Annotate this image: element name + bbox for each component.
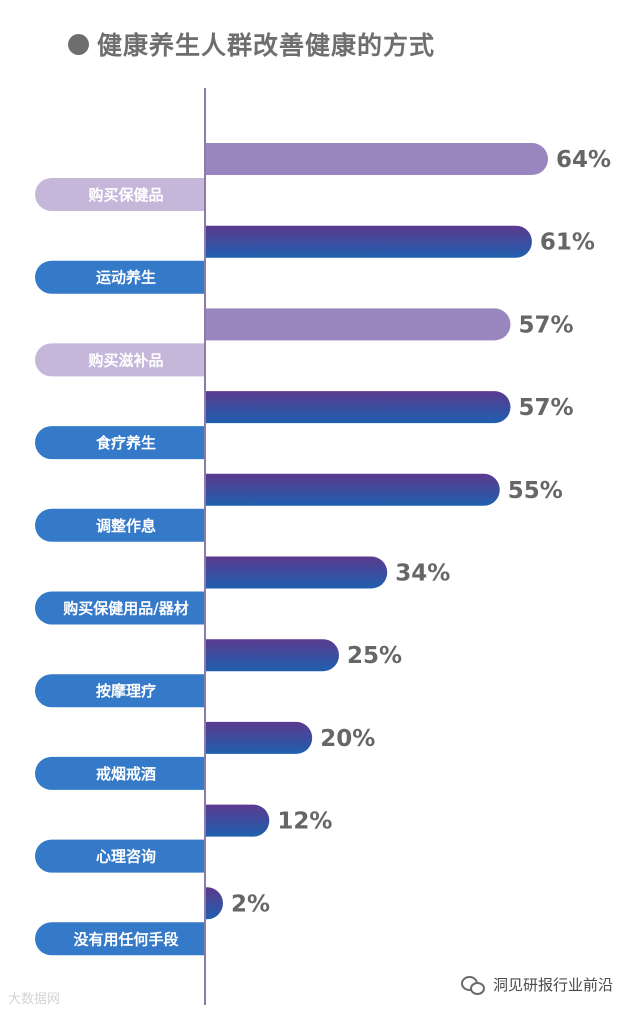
category-pill-8 [35,756,206,790]
category-label-2: 运动养生 [96,269,156,287]
value-label-6: 34% [395,561,450,587]
value-label-7: 25% [347,643,402,669]
category-label-3: 购买滋补品 [88,351,163,369]
category-pill-5 [35,508,206,542]
bar-3 [205,308,511,341]
value-label-5: 55% [508,478,563,504]
watermark-right-text: 洞见研报行业前沿 [492,976,613,994]
category-label-10: 没有用任何手段 [73,930,178,948]
value-label-1: 64% [556,147,611,173]
chart-title-text: 健康养生人群改善健康的方式 [97,31,436,60]
value-label-4: 57% [518,395,573,421]
watermark-left: 大数据网 [8,992,61,1007]
title-bullet-icon [68,33,89,55]
category-pill-6 [35,591,206,625]
category-label-6: 购买保健用品/器材 [63,600,188,618]
bar-2 [205,225,532,258]
category-pill-3 [35,343,206,377]
value-label-9: 12% [277,809,332,835]
bar-group: 64% 购买保健品 61% 运动养生 57% 购买滋补品 57% 食疗养生 55% 调整作息 34%… [35,143,611,956]
bar-9 [205,804,270,837]
bar-6 [205,556,388,589]
category-label-1: 购买保健品 [88,186,163,204]
category-pill-1 [35,178,206,211]
bar-10 [205,887,223,920]
bar-1 [205,143,548,175]
category-pill-2 [35,260,206,294]
category-pill-4 [35,426,206,460]
category-label-7: 按摩理疗 [96,682,156,700]
category-label-4: 食疗养生 [96,434,156,452]
value-label-10: 2% [231,891,270,917]
value-label-8: 20% [320,726,375,752]
value-label-2: 61% [540,230,595,256]
bar-8 [205,721,313,754]
category-pill-9 [35,839,206,873]
bar-7 [205,639,339,672]
bar-5 [205,473,500,506]
bar-4 [205,391,511,424]
category-label-8: 戒烟戒酒 [96,765,156,783]
watermark-right: 洞见研报行业前沿 [460,974,613,995]
wechat-icon [460,975,485,995]
value-label-3: 57% [518,312,573,338]
chart-title: 健康养生人群改善健康的方式 [68,22,435,66]
category-label-9: 心理咨询 [96,848,156,866]
category-pill-10 [35,922,206,956]
category-label-5: 调整作息 [96,517,156,535]
category-pill-7 [35,674,206,708]
